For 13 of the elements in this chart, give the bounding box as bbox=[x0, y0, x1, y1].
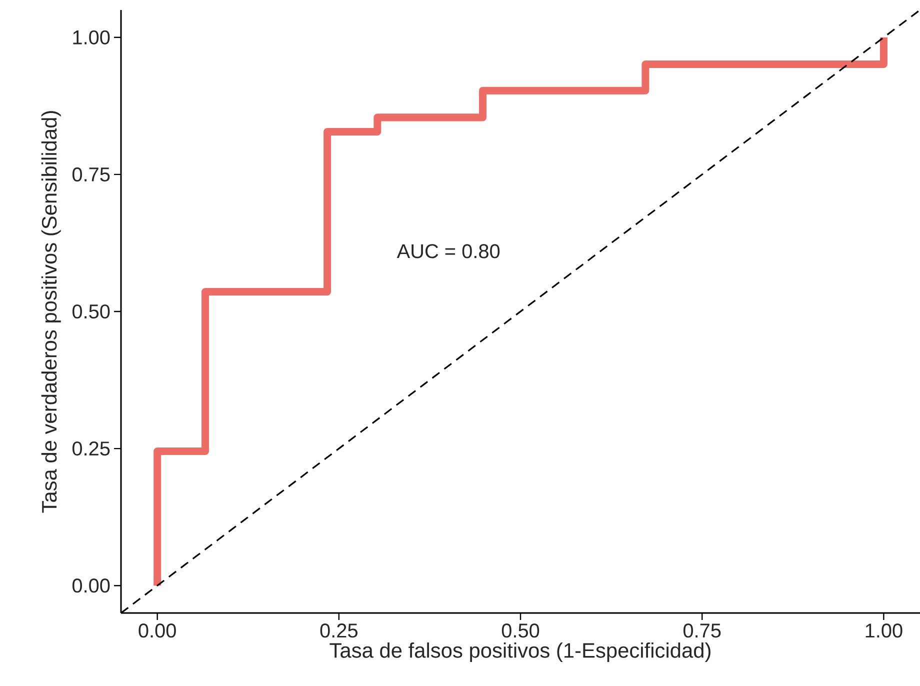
y-tick-label: 0.00 bbox=[72, 578, 110, 593]
x-tick-label: 0.75 bbox=[683, 624, 721, 638]
y-tick-label: 0.75 bbox=[72, 167, 110, 182]
x-tick-label: 0.00 bbox=[138, 624, 176, 638]
annotation: AUC = 0.80 bbox=[396, 244, 500, 258]
x-tick-label: 0.50 bbox=[502, 624, 540, 638]
y-tick-label: 0.25 bbox=[72, 441, 110, 456]
y-axis-title: Tasa de verdaderos positivos (Sensibilidad) bbox=[41, 111, 61, 513]
y-tick-label: 0.50 bbox=[72, 304, 110, 319]
y-tick-label: 1.00 bbox=[73, 30, 110, 44]
x-tick-label: 1.00 bbox=[866, 624, 902, 638]
x-axis-title: Tasa de falsos positivos (1-Especificidad) bbox=[330, 642, 710, 662]
x-tick-label: 0.25 bbox=[320, 624, 358, 638]
